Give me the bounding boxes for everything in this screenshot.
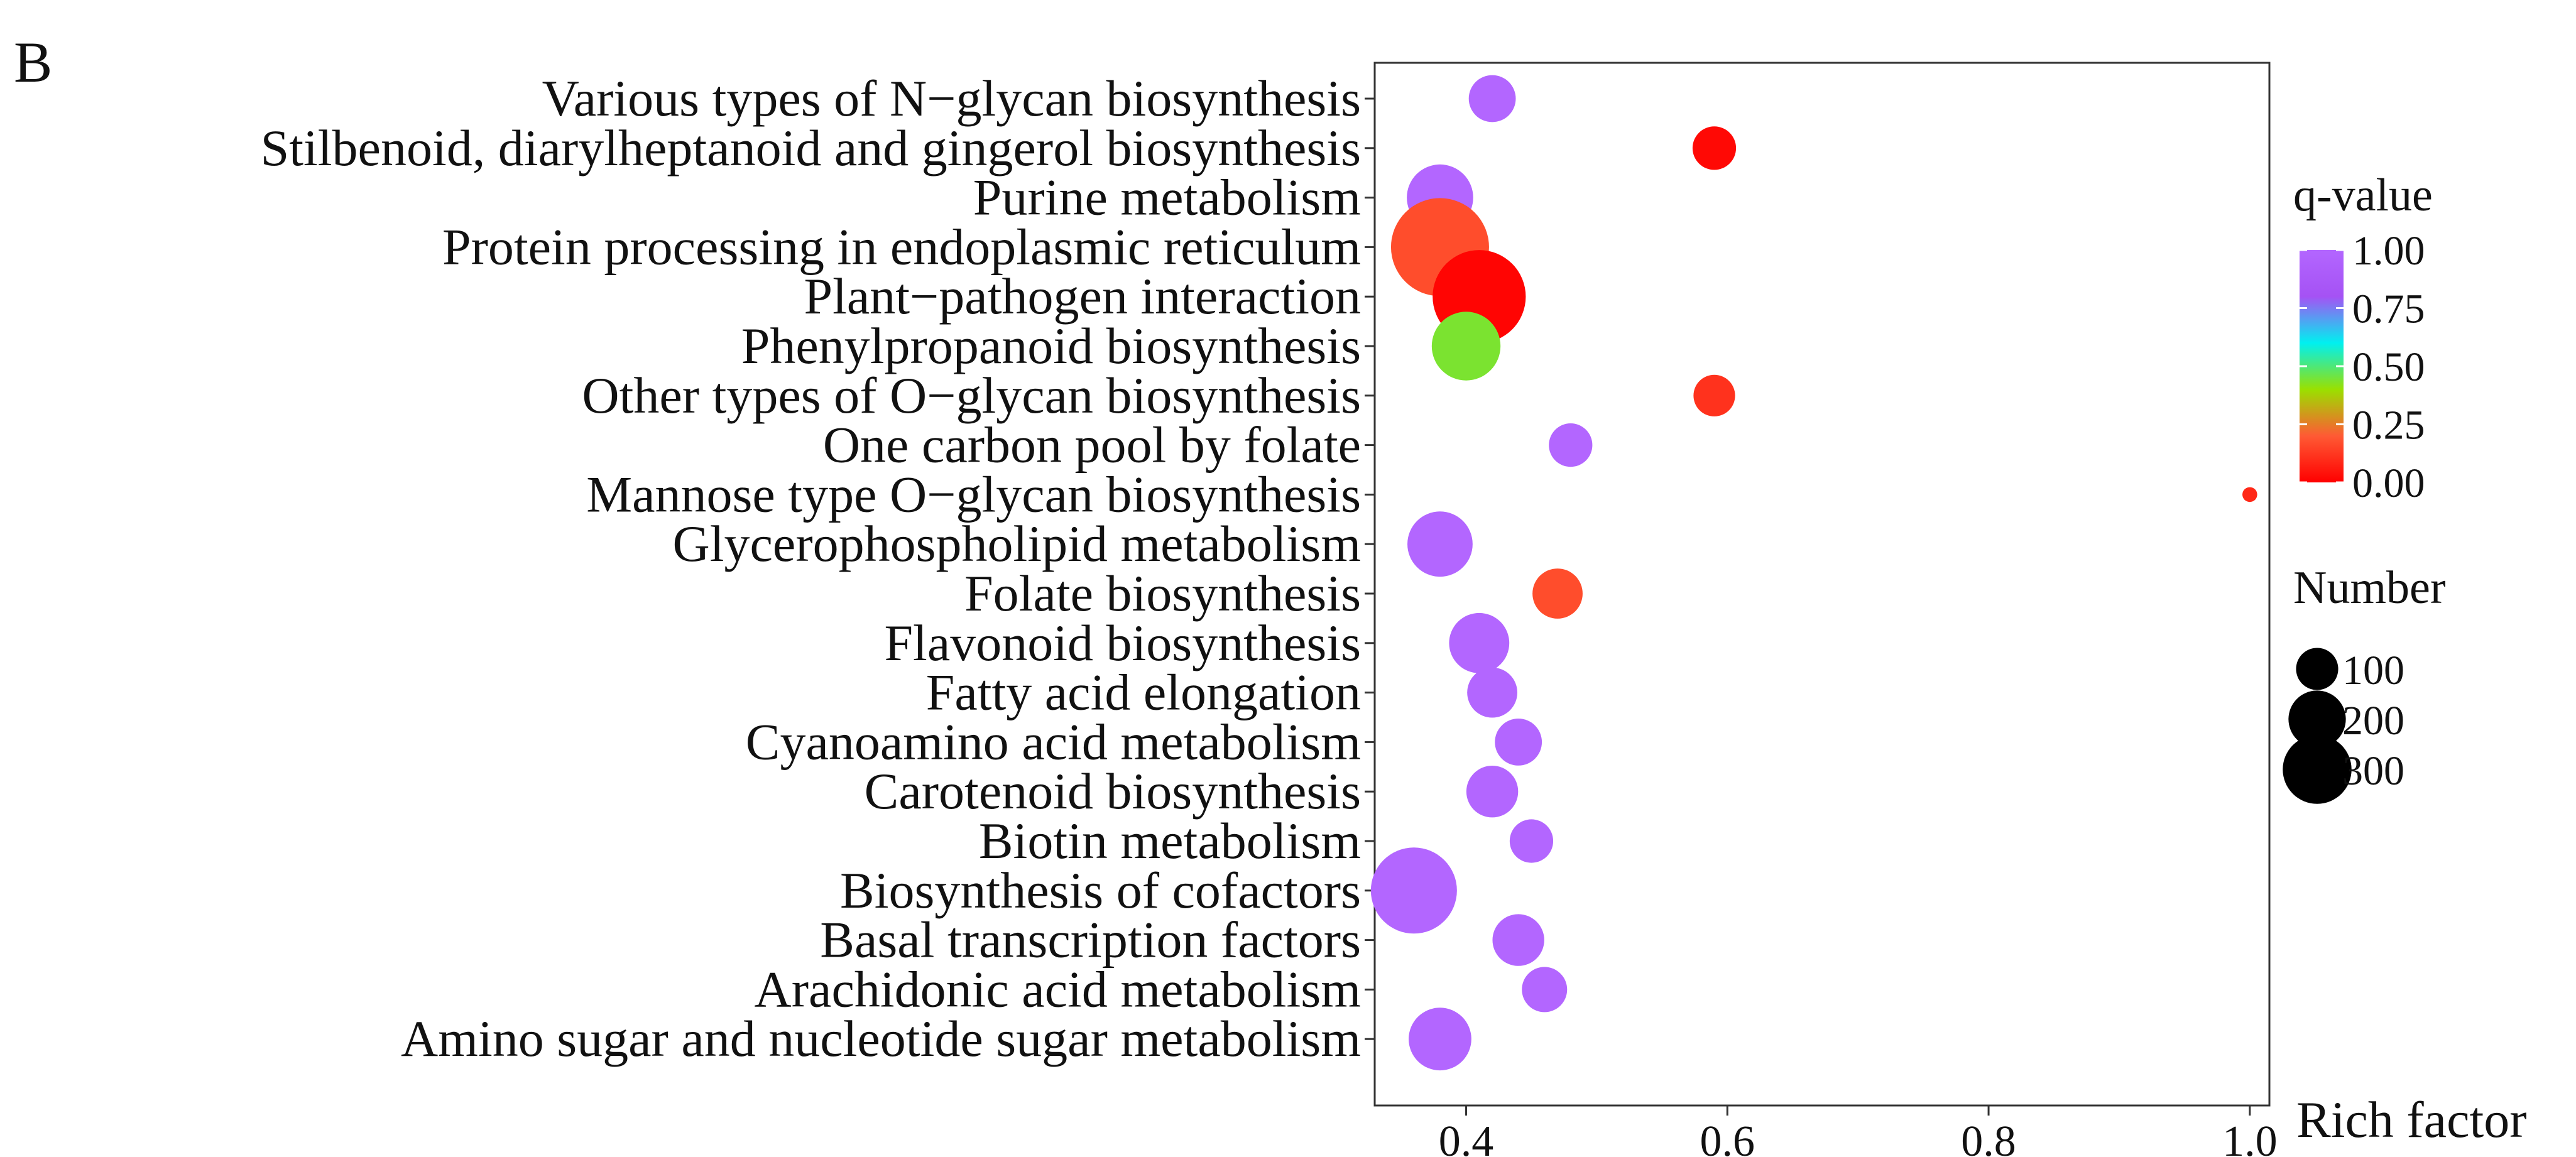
bubble-point [1492, 914, 1544, 966]
bubble-point [1449, 612, 1510, 673]
y-tick-label: Fatty acid elongation [926, 664, 1361, 721]
y-tick-label: Biosynthesis of cofactors [840, 862, 1361, 919]
x-tick-label: 0.6 [1700, 1117, 1755, 1157]
y-tick-label: Purine metabolism [973, 169, 1361, 226]
bubble-point [1466, 766, 1519, 818]
color-legend-title: q-value [2293, 170, 2433, 221]
size-legend-dot [2288, 690, 2346, 748]
x-axis-title: Rich factor [2296, 1091, 2527, 1148]
y-tick-label: Amino sugar and nucleotide sugar metabol… [401, 1010, 1361, 1067]
y-tick-label: Basal transcription factors [820, 911, 1361, 969]
bubble-point [1495, 719, 1542, 766]
bubble-point [1431, 312, 1501, 381]
bubble-point [2242, 487, 2257, 502]
bubble-point [1522, 967, 1568, 1013]
bubble-point [1409, 1008, 1471, 1071]
color-bar-tick-label: 0.50 [2352, 344, 2425, 390]
x-tick-label: 0.4 [1439, 1117, 1494, 1157]
plot-area: Various types of N−glycan biosynthesisSt… [261, 62, 2278, 1157]
size-legend-label: 100 [2342, 648, 2404, 693]
plot-frame [1373, 62, 2271, 1107]
size-legend-dot [2296, 648, 2339, 690]
y-tick-label: One carbon pool by folate [823, 416, 1361, 474]
x-tick-label: 0.8 [1961, 1117, 2016, 1157]
size-legend-label: 200 [2342, 698, 2404, 744]
x-tick-label: 1.0 [2222, 1117, 2278, 1157]
size-legend-dot [2283, 735, 2352, 804]
y-tick-label: Folate biosynthesis [964, 565, 1361, 622]
bubble-point [1407, 511, 1473, 577]
y-tick-label: Mannose type O−glycan biosynthesis [586, 465, 1361, 523]
color-bar-tick-label: 0.75 [2352, 286, 2425, 332]
legend: q-value Number 0.00 0.25 0.50 0.75 1.00 100 20… [2283, 170, 2446, 804]
y-tick-label: Cyanoamino acid metabolism [746, 713, 1361, 770]
bubble-point [1509, 819, 1554, 863]
bubble-point [1549, 423, 1593, 467]
bubble-point [1532, 568, 1583, 619]
y-tick-label: Glycerophospholipid metabolism [673, 515, 1361, 572]
y-tick-label: Stilbenoid, diarylheptanoid and gingerol… [261, 119, 1361, 177]
y-tick-label: Arachidonic acid metabolism [755, 960, 1361, 1018]
y-tick-label: Various types of N−glycan biosynthesis [542, 70, 1361, 127]
bubble-point [1693, 374, 1735, 416]
bubble-point [1692, 126, 1737, 170]
y-tick-label: Biotin metabolism [979, 812, 1361, 869]
color-bar-tick-label: 1.00 [2352, 228, 2425, 274]
y-tick-label: Other types of O−glycan biosynthesis [582, 367, 1361, 424]
y-tick-label: Carotenoid biosynthesis [865, 763, 1361, 820]
y-tick-label: Flavonoid biosynthesis [884, 614, 1361, 671]
y-tick-label: Plant−pathogen interaction [804, 268, 1361, 325]
size-legend-title: Number [2293, 562, 2446, 614]
color-bar-tick-label: 0.25 [2352, 403, 2425, 448]
bubble-point [1467, 667, 1517, 718]
size-legend-label: 300 [2342, 748, 2404, 794]
bubble-point [1468, 75, 1516, 122]
color-bar-tick-label: 0.00 [2352, 460, 2425, 506]
y-tick-label: Protein processing in endoplasmic reticu… [442, 218, 1361, 275]
y-tick-label: Phenylpropanoid biosynthesis [741, 317, 1361, 374]
panel-label: B [14, 30, 52, 94]
bubble-point [1370, 847, 1457, 934]
